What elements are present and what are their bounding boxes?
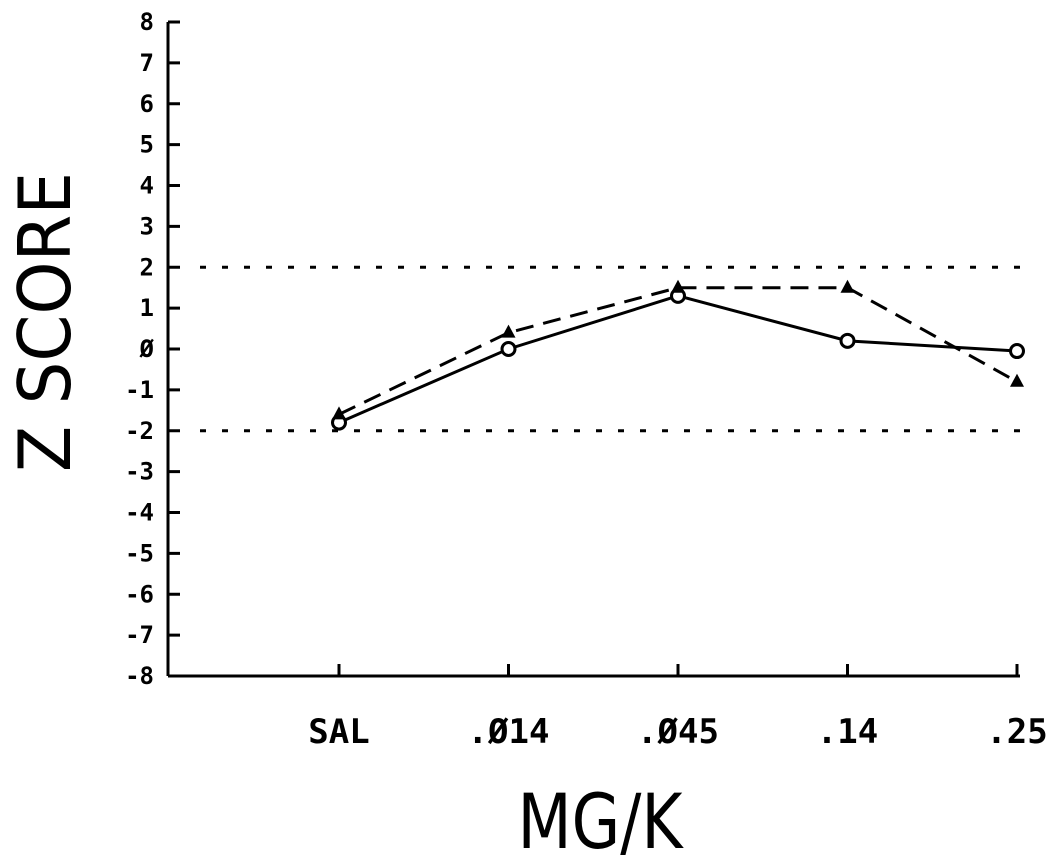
x-tick-label: SAL [308, 712, 369, 752]
y-tick-label: 5 [140, 131, 154, 159]
y-tick-label: -5 [125, 539, 154, 567]
triangle-point [332, 406, 346, 420]
y-tick-label: 3 [140, 212, 154, 240]
triangle-point [671, 279, 685, 293]
y-tick-label: Ø [139, 335, 155, 363]
x-tick-label: .Ø14 [468, 712, 550, 752]
triangle-point [840, 279, 855, 293]
triangle-point [1010, 373, 1024, 387]
series-line-2 [338, 286, 1018, 416]
series-line-1 [338, 294, 1018, 424]
x-axis-title: MG/K [518, 777, 685, 866]
y-axis-title: Z SCORE [3, 172, 87, 472]
circle-point [839, 332, 856, 349]
y-tick-label: -1 [125, 376, 154, 404]
y-tick-label: 2 [140, 253, 154, 281]
y-tick-label: 4 [140, 172, 154, 200]
y-tick-label: 7 [140, 49, 154, 77]
circle-point [500, 341, 517, 357]
x-ticks: SAL .Ø14 .Ø45 .14 .25 [308, 664, 1048, 752]
x-tick-label: .14 [817, 712, 878, 752]
y-tick-label: 8 [140, 8, 154, 36]
triangle-point [501, 324, 516, 338]
x-tick-label: .25 [986, 712, 1047, 752]
y-tick-label: -7 [125, 621, 154, 649]
y-tick-label: 1 [140, 294, 154, 322]
axes [166, 22, 1020, 678]
reference-lines [200, 265, 1025, 433]
y-ticks: 8 7 6 5 4 3 2 1 Ø -1 -2 -3 -4 -5 -6 -7 -8 [125, 8, 180, 690]
y-tick-label: -4 [125, 499, 154, 527]
y-tick-label: 6 [140, 90, 154, 118]
y-tick-label: -6 [125, 580, 154, 608]
y-tick-label: -3 [125, 458, 154, 486]
circle-point [1009, 343, 1025, 360]
y-tick-label: -2 [125, 417, 154, 445]
x-tick-label: .Ø45 [637, 712, 719, 752]
series-group [331, 279, 1025, 431]
y-tick-label: -8 [125, 662, 154, 690]
